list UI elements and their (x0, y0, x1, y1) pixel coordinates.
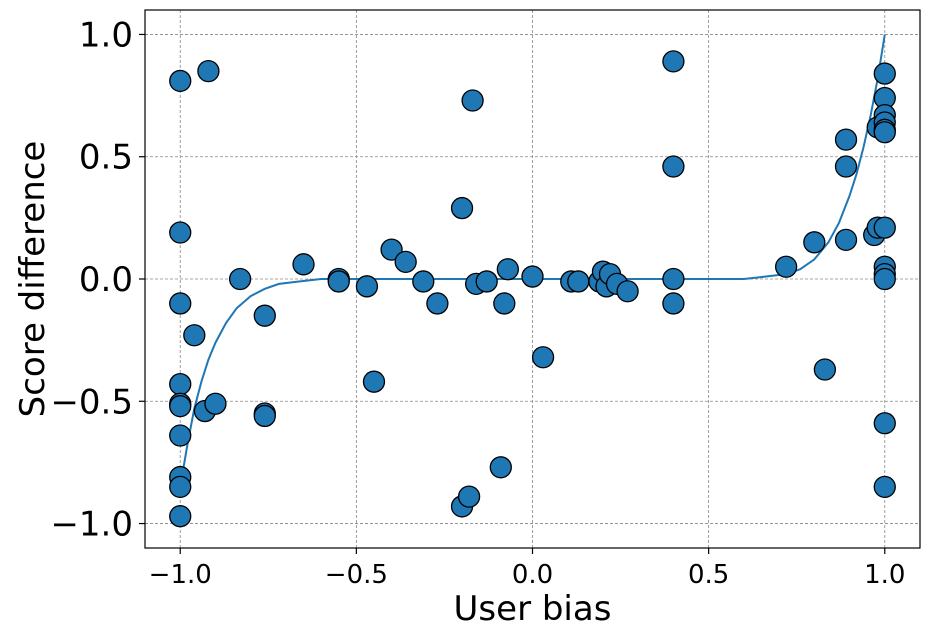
data-point (327, 270, 350, 293)
data-point (169, 373, 192, 396)
y-tick-label: 0.5 (79, 138, 133, 178)
data-point (834, 128, 858, 151)
data-point (169, 475, 192, 499)
data-point (169, 221, 192, 244)
data-point (169, 292, 192, 315)
data-point (662, 155, 685, 178)
data-point (567, 270, 590, 293)
x-tick-label: 1.0 (864, 560, 905, 590)
data-point (813, 358, 837, 381)
data-point (380, 238, 403, 261)
data-point (169, 69, 192, 93)
data-point (169, 505, 192, 528)
data-point (873, 267, 896, 291)
data-point (292, 253, 315, 276)
y-tick-label: −0.5 (50, 382, 133, 422)
data-point (197, 59, 220, 83)
data-point (662, 50, 685, 73)
data-point (228, 267, 252, 291)
data-point (426, 292, 449, 315)
data-point (412, 270, 435, 293)
data-point (253, 304, 276, 327)
data-point (616, 280, 639, 303)
data-point (873, 62, 896, 85)
data-point (873, 216, 896, 239)
x-tick-label: 0.5 (688, 560, 729, 590)
data-point (457, 485, 481, 508)
data-point (774, 255, 798, 278)
data-point (355, 275, 379, 298)
data-point (834, 228, 858, 252)
y-axis-label: Score difference (13, 141, 53, 418)
data-point (169, 395, 192, 418)
data-point (461, 89, 484, 112)
data-point (834, 155, 858, 178)
data-point (362, 370, 386, 393)
data-point (803, 231, 826, 254)
data-point (204, 392, 227, 415)
data-point (493, 292, 516, 315)
y-tick-label: 0.0 (79, 260, 133, 300)
data-point (489, 456, 512, 479)
data-point (521, 265, 544, 288)
data-point (450, 196, 474, 220)
data-point (873, 475, 896, 499)
y-tick-label: 1.0 (79, 15, 133, 55)
data-point (662, 292, 685, 315)
data-point (662, 267, 685, 291)
y-tick-label: −1.0 (50, 505, 133, 545)
data-point (394, 250, 417, 274)
data-point (531, 346, 555, 369)
data-point (873, 412, 896, 435)
data-point (169, 424, 192, 447)
x-tick-label: −1.0 (149, 560, 212, 590)
x-tick-label: −0.5 (325, 560, 388, 590)
data-points (169, 50, 896, 528)
data-point (873, 121, 896, 144)
axis-ticks: −1.0 −0.5 0.0 0.5 1.0 −1.0 −0.5 0.0 0.5 1.0 (50, 15, 905, 590)
data-point (496, 258, 519, 281)
x-axis-label: User bias (454, 589, 612, 629)
data-point (183, 324, 206, 347)
data-point (253, 404, 276, 428)
data-point (475, 270, 498, 293)
x-tick-label: 0.0 (512, 560, 553, 590)
